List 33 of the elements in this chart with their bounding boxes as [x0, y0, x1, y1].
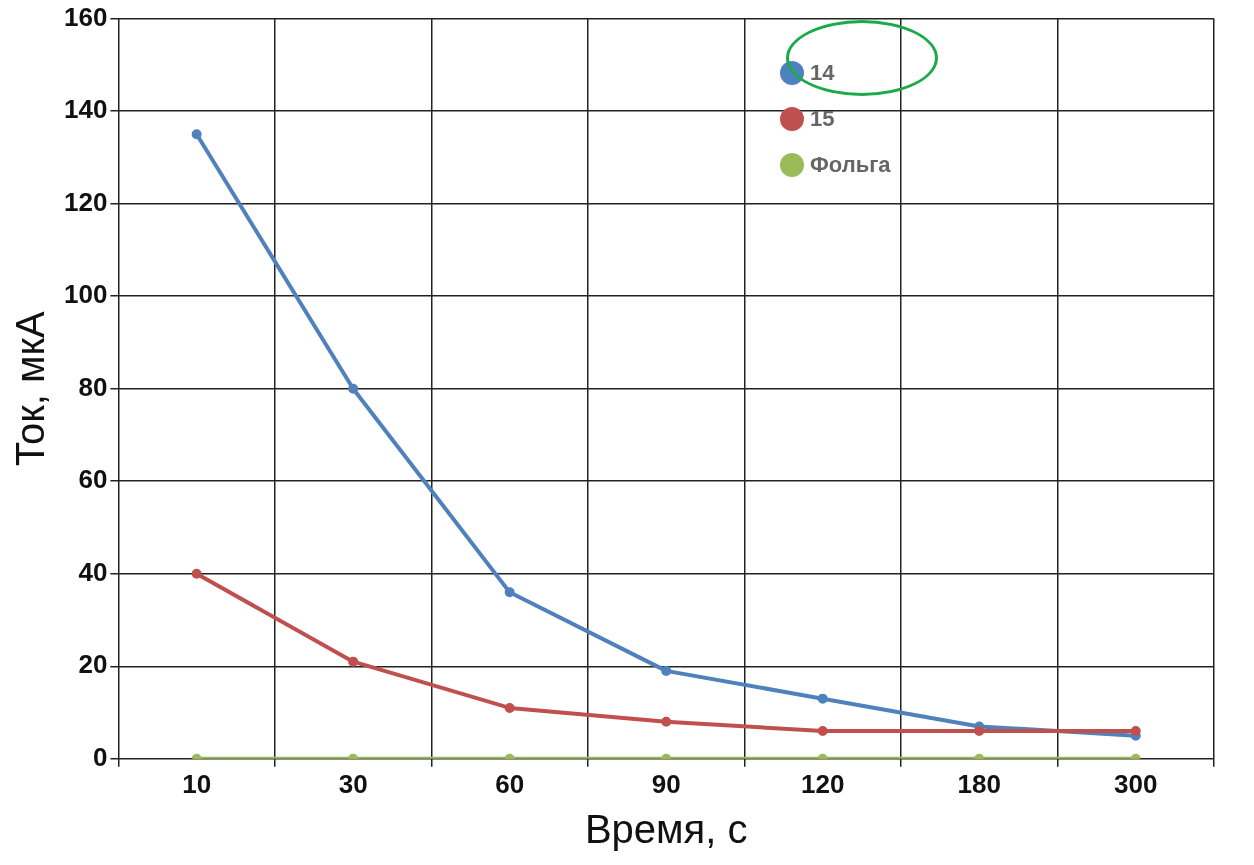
y-tick-label: 0 — [92, 741, 108, 772]
x-tick-label: 60 — [495, 768, 525, 799]
point — [348, 383, 359, 394]
point — [504, 587, 515, 598]
point — [1130, 726, 1141, 737]
x-tick-label: 30 — [338, 768, 368, 799]
legend-label: 14 — [810, 60, 835, 86]
x-tick-label: 180 — [957, 768, 1001, 799]
y-tick-label: 60 — [78, 464, 108, 495]
point — [661, 716, 672, 727]
point — [504, 702, 515, 713]
x-axis-title: Время, с — [584, 807, 748, 852]
point — [661, 665, 672, 676]
y-tick-label: 20 — [78, 649, 108, 680]
y-tick-label: 80 — [78, 371, 108, 402]
legend-label: Фольга — [810, 152, 891, 178]
point — [348, 656, 359, 667]
y-axis-title: Ток, мкА — [8, 310, 53, 467]
point — [191, 568, 202, 579]
y-tick-label: 140 — [63, 94, 108, 125]
y-tick-label: 40 — [78, 556, 108, 587]
x-tick-label: 90 — [651, 768, 681, 799]
legend-label: 15 — [810, 106, 835, 132]
x-tick-label: 300 — [1114, 768, 1158, 799]
y-tick-label: 160 — [63, 1, 108, 32]
y-tick-label: 100 — [63, 279, 108, 310]
point — [191, 129, 202, 140]
x-tick-label: 10 — [182, 768, 212, 799]
point — [817, 726, 828, 737]
point — [817, 693, 828, 704]
x-tick-label: 120 — [801, 768, 845, 799]
y-tick-label: 120 — [63, 186, 108, 217]
point — [974, 726, 985, 737]
